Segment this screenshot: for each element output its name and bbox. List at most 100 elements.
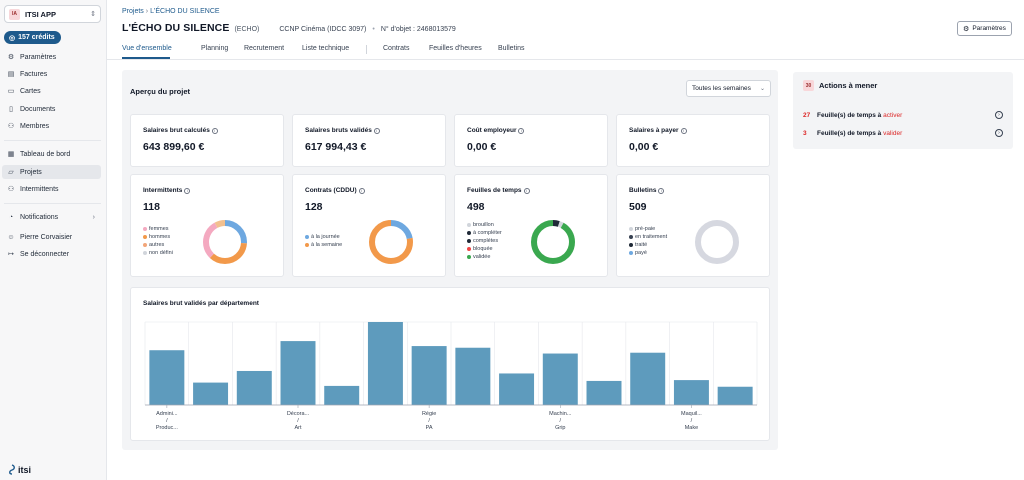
donut-chart bbox=[203, 220, 247, 264]
sidebar-item-notifications[interactable]: ◔ Notifications › bbox=[2, 210, 101, 224]
legend-item: à la semaine bbox=[305, 241, 342, 249]
sidebar-item-projets[interactable]: ▱ Projets bbox=[2, 165, 101, 179]
info-icon[interactable]: i bbox=[358, 187, 365, 194]
stat-card-cout-employeur: Coût employeur i 0,00 € bbox=[454, 114, 608, 167]
chevron-updown-icon: ⇕ bbox=[90, 11, 96, 18]
info-icon[interactable]: i bbox=[658, 187, 665, 194]
x-tick-label: Maquil... bbox=[681, 411, 702, 417]
stat-value: 0,00 € bbox=[629, 141, 659, 153]
legend-item: payé bbox=[629, 249, 667, 257]
app-switcher[interactable]: IA ITSI APP ⇕ bbox=[4, 5, 101, 23]
arrow-right-icon[interactable]: › bbox=[995, 111, 1003, 119]
page-title: L'ÉCHO DU SILENCE bbox=[122, 22, 230, 34]
action-item-activer[interactable]: 27 Feuille(s) de temps à activer › bbox=[803, 108, 1003, 122]
project-code: (ECHO) bbox=[234, 26, 260, 33]
breakdown-label-text: Contrats (CDDU) bbox=[305, 187, 357, 194]
x-tick-label: Produc... bbox=[156, 425, 178, 431]
sidebar-item-factures[interactable]: ▤ Factures bbox=[2, 67, 101, 81]
sidebar-item-tableau-de-bord[interactable]: ▦ Tableau de bord bbox=[2, 147, 101, 161]
legend-label: femmes bbox=[149, 226, 169, 232]
tab-recrutement[interactable]: Recrutement bbox=[244, 45, 285, 52]
info-icon[interactable]: i bbox=[211, 127, 218, 134]
legend-item: non défini bbox=[143, 249, 173, 257]
credits-label: 157 crédits bbox=[18, 34, 55, 41]
donut-segment bbox=[203, 220, 247, 264]
bar[interactable] bbox=[542, 353, 578, 405]
breakdown-label-text: Intermittents bbox=[143, 187, 183, 194]
bar[interactable] bbox=[149, 350, 185, 405]
bar[interactable] bbox=[236, 370, 272, 405]
sidebar-item-membres[interactable]: ⚇ Membres bbox=[2, 119, 101, 133]
logo-text: itsi bbox=[18, 464, 32, 475]
sidebar-item-logout[interactable]: ↦ Se déconnecter bbox=[2, 247, 101, 261]
separator-dot: • bbox=[372, 26, 375, 33]
sidebar-item-documents[interactable]: ▯ Documents bbox=[2, 102, 101, 116]
receipt-icon: ▤ bbox=[7, 71, 15, 78]
bar[interactable] bbox=[673, 380, 709, 405]
bar[interactable] bbox=[367, 322, 403, 405]
tab-vue-ensemble[interactable]: Vue d'ensemble bbox=[122, 45, 172, 52]
legend-item: femmes bbox=[143, 225, 173, 233]
tab-feuilles-heures[interactable]: Feuilles d'heures bbox=[429, 45, 482, 52]
info-icon[interactable]: i bbox=[523, 187, 530, 194]
donut-segment bbox=[695, 220, 739, 264]
legend-swatch bbox=[143, 243, 147, 247]
info-icon[interactable]: i bbox=[680, 127, 687, 134]
legend-label: à la journée bbox=[311, 234, 340, 240]
sidebar-item-parametres[interactable]: ⚙ Paramètres bbox=[2, 50, 101, 64]
breakdown-label-text: Feuilles de temps bbox=[467, 187, 522, 194]
donut-chart bbox=[531, 220, 575, 264]
info-icon[interactable]: i bbox=[518, 127, 525, 134]
bar[interactable] bbox=[717, 386, 753, 405]
sidebar-item-intermittents[interactable]: ⚇ Intermittents bbox=[2, 182, 101, 196]
weeks-select[interactable]: Toutes les semaines ⌄ bbox=[686, 80, 771, 97]
info-icon[interactable]: i bbox=[373, 127, 380, 134]
tab-contrats[interactable]: Contrats bbox=[383, 45, 410, 52]
legend-item: traité bbox=[629, 241, 667, 249]
info-icon[interactable]: i bbox=[184, 187, 191, 194]
chart-title: Salaires brut validés par département bbox=[143, 300, 259, 307]
legend-item: en traitement bbox=[629, 233, 667, 241]
bar[interactable] bbox=[193, 382, 229, 405]
bar[interactable] bbox=[586, 380, 622, 405]
legend-item: à compléter bbox=[467, 229, 502, 237]
arrow-right-icon[interactable]: › bbox=[995, 129, 1003, 137]
bar[interactable] bbox=[324, 385, 360, 405]
legend-swatch bbox=[143, 251, 147, 255]
users-icon: ⚇ bbox=[7, 123, 15, 130]
bar[interactable] bbox=[280, 341, 316, 405]
action-text-main: Feuille(s) de temps à bbox=[817, 111, 882, 119]
action-text: Feuille(s) de temps à activer bbox=[817, 112, 995, 119]
bar[interactable] bbox=[630, 352, 666, 405]
stat-value: 643 899,60 € bbox=[143, 141, 205, 153]
bar[interactable] bbox=[499, 373, 535, 405]
bar[interactable] bbox=[455, 347, 491, 405]
legend-item: pré-paie bbox=[629, 225, 667, 233]
breakdown-legend: brouillon à compléter complétes bloquée vali… bbox=[467, 221, 502, 261]
tab-planning[interactable]: Planning bbox=[201, 45, 229, 52]
settings-button-label: Paramètres bbox=[972, 25, 1006, 32]
actions-panel: 30 Actions à mener 27 Feuille(s) de temp… bbox=[793, 72, 1013, 149]
action-item-valider[interactable]: 3 Feuille(s) de temps à valider › bbox=[803, 126, 1003, 140]
credits-badge[interactable]: ◎ 157 crédits bbox=[4, 31, 61, 44]
legend-label: traité bbox=[635, 242, 648, 248]
legend-swatch bbox=[467, 247, 471, 251]
stat-card-salaires-calcules: Salaires brut calculés i 643 899,60 € bbox=[130, 114, 284, 167]
sidebar-item-user[interactable]: ☺ Pierre Corvaisier bbox=[2, 230, 101, 244]
sidebar-item-label: Membres bbox=[20, 122, 50, 130]
breakdown-value: 509 bbox=[629, 201, 647, 213]
logout-icon: ↦ bbox=[8, 251, 14, 258]
settings-button[interactable]: ⚙ Paramètres bbox=[957, 21, 1012, 36]
x-tick-label: Make bbox=[685, 425, 698, 431]
stat-label: Salaires bruts validés i bbox=[305, 127, 380, 134]
x-tick-label: / bbox=[691, 418, 693, 424]
legend-label: autres bbox=[149, 242, 165, 248]
x-tick-label: / bbox=[297, 418, 299, 424]
tab-liste-technique[interactable]: Liste technique bbox=[302, 45, 350, 52]
breadcrumb-root[interactable]: Projets bbox=[122, 8, 144, 15]
tab-bulletins[interactable]: Bulletins bbox=[498, 45, 525, 52]
object-number-label: N° d'objet : bbox=[380, 26, 415, 33]
sidebar-item-cartes[interactable]: ▭ Cartes bbox=[2, 84, 101, 98]
bar[interactable] bbox=[411, 346, 447, 405]
bar-chart: Admini.../Produc...Décora.../ArtRégie/PA… bbox=[144, 321, 758, 431]
